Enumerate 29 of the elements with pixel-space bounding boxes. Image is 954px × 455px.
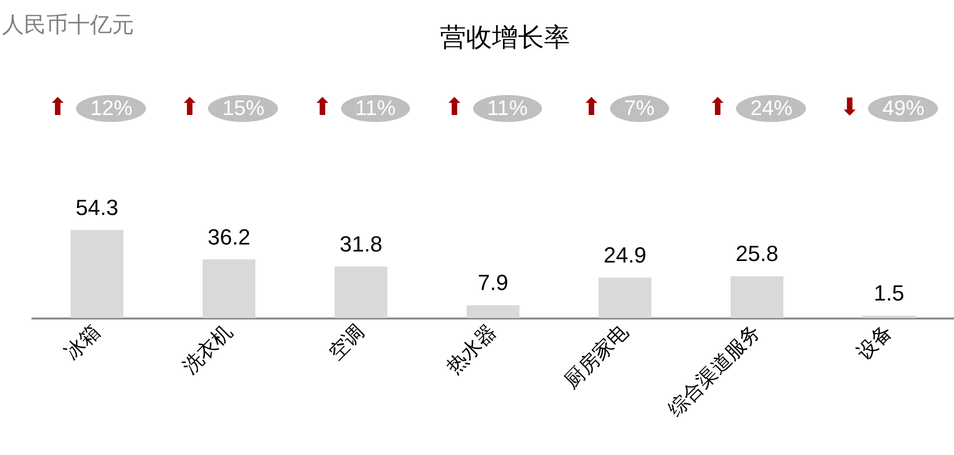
data-label: 7.9 (478, 270, 508, 296)
x-tick-label: 冰箱 (60, 320, 105, 365)
x-tick-label: 综合渠道服务 (664, 320, 765, 422)
x-tick-label: 空调 (324, 320, 369, 365)
x-tick-label: 设备 (852, 320, 897, 365)
chart-title: 营收增长率 (440, 21, 570, 54)
data-label: 24.9 (604, 242, 646, 268)
x-tick-label: 厨房家电 (560, 320, 633, 393)
bar (466, 305, 520, 318)
text: ⬆ 12% (48, 94, 134, 122)
data-label: 36.2 (208, 224, 250, 250)
data-label: 25.8 (736, 241, 778, 266)
bar (334, 266, 388, 318)
text: 人民币十亿元 (2, 11, 134, 39)
bar (202, 259, 256, 318)
text: ⬆ 11% (312, 94, 397, 122)
data-label: 54.3 (76, 195, 118, 220)
text: ⬇ 49% (840, 94, 926, 122)
data-label: 1.5 (874, 280, 904, 306)
text: ⬆ 15% (180, 94, 266, 122)
text: ⬆ 24% (708, 94, 794, 122)
bar (598, 278, 652, 318)
bar (70, 230, 124, 318)
bar (730, 276, 784, 318)
x-tick-label: 洗衣机 (178, 320, 237, 379)
text: ⬆ 7% (581, 94, 656, 122)
text: ⬆ 11% (444, 94, 529, 122)
x-tick-label: 热水器 (442, 320, 501, 379)
data-label: 31.8 (340, 231, 382, 256)
